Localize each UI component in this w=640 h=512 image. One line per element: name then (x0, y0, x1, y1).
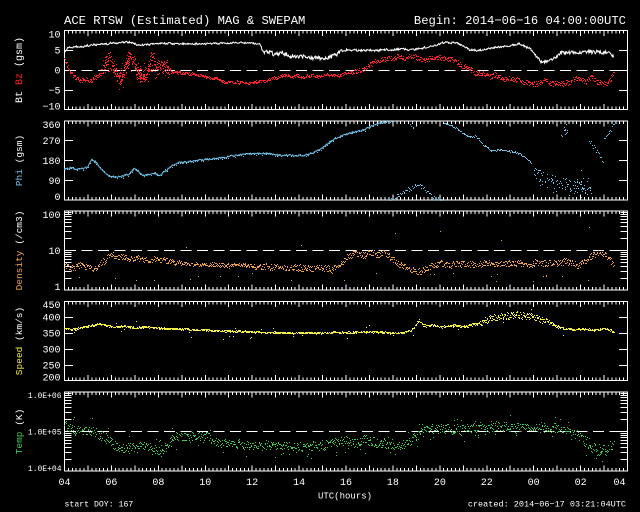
svg-text:UTC(hours): UTC(hours) (318, 492, 372, 502)
svg-text:0: 0 (54, 67, 60, 78)
svg-text:10: 10 (199, 478, 211, 489)
svg-text:ACE RTSW (Estimated) MAG & SWE: ACE RTSW (Estimated) MAG & SWEPAM (64, 14, 305, 28)
svg-text:04: 04 (58, 478, 70, 489)
svg-text:300: 300 (42, 346, 60, 357)
svg-text:16: 16 (340, 478, 352, 489)
svg-text:180: 180 (42, 157, 60, 168)
svg-text:Phi (gsm): Phi (gsm) (14, 135, 25, 186)
svg-text:−5: −5 (48, 87, 60, 98)
svg-text:Density (/cm3): Density (/cm3) (14, 211, 25, 291)
svg-text:02: 02 (575, 478, 587, 489)
svg-text:00: 00 (528, 478, 540, 489)
svg-text:1.0E+05: 1.0E+05 (28, 428, 62, 437)
svg-text:18: 18 (387, 478, 399, 489)
svg-text:270: 270 (42, 137, 60, 148)
svg-text:1.0E+06: 1.0E+06 (28, 392, 62, 401)
svg-text:5: 5 (54, 47, 60, 58)
svg-text:1: 1 (54, 283, 60, 294)
svg-text:start DOY: 167: start DOY: 167 (65, 501, 134, 510)
svg-text:Speed (km/s): Speed (km/s) (14, 307, 25, 375)
svg-text:100: 100 (42, 211, 60, 222)
svg-text:450: 450 (42, 301, 60, 312)
svg-text:14: 14 (293, 478, 305, 489)
svg-text:0: 0 (54, 193, 60, 204)
svg-text:Temp (K): Temp (K) (14, 409, 25, 455)
svg-text:1.0E+04: 1.0E+04 (28, 465, 62, 474)
svg-text:20: 20 (434, 478, 446, 489)
svg-text:90: 90 (48, 177, 60, 188)
svg-text:Begin: 2014−06−16 04:00:00UTC: Begin: 2014−06−16 04:00:00UTC (414, 14, 626, 28)
svg-text:250: 250 (42, 362, 60, 373)
svg-text:12: 12 (246, 478, 258, 489)
svg-text:350: 350 (42, 330, 60, 341)
svg-text:−10: −10 (42, 103, 60, 114)
svg-text:400: 400 (42, 314, 60, 325)
svg-text:200: 200 (42, 374, 60, 385)
svg-text:04: 04 (613, 478, 625, 489)
svg-text:08: 08 (152, 478, 164, 489)
svg-text:22: 22 (481, 478, 493, 489)
svg-text:360: 360 (42, 121, 60, 132)
svg-text:10: 10 (48, 247, 60, 258)
svg-text:Bt Bz (gsm): Bt Bz (gsm) (14, 37, 26, 103)
svg-text:10: 10 (48, 31, 60, 42)
svg-text:created: 2014−06−17 03:21:04UT: created: 2014−06−17 03:21:04UTC (468, 500, 626, 510)
svg-text:06: 06 (105, 478, 117, 489)
